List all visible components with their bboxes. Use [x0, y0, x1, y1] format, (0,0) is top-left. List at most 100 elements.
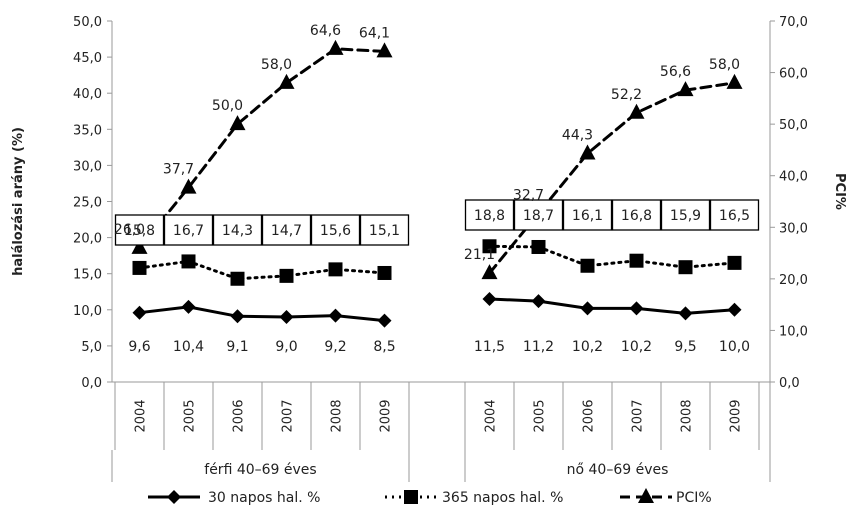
- category-tick-label: 2004: [134, 399, 149, 432]
- series-pci-line: [488, 81, 736, 275]
- data-label-365-napos: 18,8: [474, 208, 505, 224]
- series-pci-line: [138, 47, 386, 250]
- category-tick-label: 2006: [232, 399, 247, 432]
- series-365-napos-point: [230, 271, 245, 286]
- series-30-napos-point: [482, 291, 497, 306]
- series-30-napos-point: [328, 308, 343, 323]
- series-30-napos-point: [132, 305, 147, 320]
- category-tick-label: 2004: [484, 399, 499, 432]
- category-tick-label: 2008: [330, 399, 345, 432]
- category-tick-label: 2009: [379, 399, 394, 432]
- data-label-30-napos: 11,5: [474, 339, 505, 355]
- group-label: nő 40–69 éves: [567, 462, 669, 478]
- data-label-365-napos: 15,9: [670, 208, 701, 224]
- data-label-30-napos: 9,5: [674, 339, 696, 355]
- series-30-napos-point: [181, 299, 196, 314]
- data-label-30-napos: 10,2: [572, 339, 603, 355]
- left-tick-label: 40,0: [73, 87, 102, 102]
- series-pci-point: [677, 81, 694, 97]
- data-label-pci: 32,7: [513, 187, 544, 203]
- data-label-box: [513, 199, 564, 231]
- series-30-napos-point: [531, 294, 546, 309]
- legend-swatch-marker: [167, 490, 181, 504]
- series-365-napos-point: [328, 262, 343, 277]
- data-label-30-napos: 11,2: [523, 339, 554, 355]
- legend-label: PCI%: [676, 490, 712, 506]
- data-label-box: [464, 199, 515, 231]
- left-axis-title: halálozási arány (%): [11, 127, 26, 276]
- series-pci-point: [278, 73, 295, 89]
- data-label-30-napos: 9,2: [324, 339, 346, 355]
- data-label-pci: 50,0: [212, 98, 243, 114]
- data-label-box: [611, 199, 662, 231]
- data-label-pci: 64,1: [359, 25, 390, 41]
- data-label-box: [562, 199, 613, 231]
- legend-swatch-marker: [638, 488, 654, 503]
- data-label-30-napos: 10,0: [719, 339, 750, 355]
- series-365-napos-line: [488, 244, 736, 269]
- left-tick-label: 35,0: [73, 123, 102, 138]
- series-365-napos-point: [678, 260, 693, 275]
- series-30-napos-point: [727, 302, 742, 317]
- series-pci-point: [376, 42, 393, 58]
- left-tick-label: 20,0: [73, 232, 102, 247]
- category-tick-label: 2008: [680, 399, 695, 432]
- series-365-napos-point: [531, 239, 546, 254]
- series-365-napos-point: [181, 254, 196, 269]
- right-tick-label: 60,0: [779, 67, 808, 82]
- data-label-365-napos: 15,6: [320, 223, 351, 239]
- series-365-napos-point: [279, 268, 294, 283]
- series-365-napos-point: [629, 253, 644, 268]
- category-tick-label: 2006: [582, 399, 597, 432]
- series-365-napos-line: [138, 259, 386, 281]
- series-365-napos-point: [377, 265, 392, 280]
- data-label-box: [163, 214, 214, 246]
- series-30-napos-point: [279, 310, 294, 325]
- series-pci-point: [327, 39, 344, 55]
- data-label-pci: 58,0: [709, 57, 740, 73]
- series-30-napos-point: [678, 306, 693, 321]
- data-label-30-napos: 9,0: [275, 339, 297, 355]
- series-365-napos-point: [580, 258, 595, 273]
- data-label-pci: 37,7: [163, 162, 194, 178]
- left-tick-label: 25,0: [73, 196, 102, 211]
- right-tick-label: 50,0: [779, 118, 808, 133]
- data-label-box: [660, 199, 711, 231]
- left-tick-label: 50,0: [73, 15, 102, 30]
- left-tick-label: 45,0: [73, 51, 102, 66]
- data-label-30-napos: 9,6: [128, 339, 150, 355]
- data-label-365-napos: 14,7: [271, 223, 302, 239]
- data-label-365-napos: 18,7: [523, 208, 554, 224]
- series-365-napos-point: [482, 239, 497, 254]
- data-label-365-napos: 16,7: [173, 223, 204, 239]
- data-label-30-napos: 10,4: [173, 339, 204, 355]
- data-label-365-napos: 16,1: [572, 208, 603, 224]
- right-tick-label: 0,0: [779, 376, 800, 391]
- data-label-pci: 44,3: [562, 128, 593, 144]
- legend-label: 30 napos hal. %: [208, 490, 320, 506]
- data-label-pci: 52,2: [611, 87, 642, 103]
- category-tick-label: 2009: [729, 399, 744, 432]
- data-label-30-napos: 10,2: [621, 339, 652, 355]
- data-label-365-napos: 16,5: [719, 208, 750, 224]
- data-label-box: [114, 214, 165, 246]
- data-label-365-napos: 15,8: [124, 223, 155, 239]
- series-30-napos-point: [230, 309, 245, 324]
- series-30-napos-point: [377, 313, 392, 328]
- data-label-box: [709, 199, 760, 231]
- right-tick-label: 20,0: [779, 273, 808, 288]
- legend-swatch-marker: [404, 490, 418, 504]
- left-tick-label: 30,0: [73, 159, 102, 174]
- left-tick-label: 10,0: [73, 304, 102, 319]
- data-label-box: [310, 214, 361, 246]
- right-tick-label: 10,0: [779, 324, 808, 339]
- category-tick-label: 2005: [183, 399, 198, 432]
- series-pci-point: [628, 103, 645, 119]
- category-tick-label: 2005: [533, 399, 548, 432]
- series-30-napos-line: [138, 305, 386, 323]
- series-pci-point: [180, 178, 197, 194]
- data-label-pci: 21,1: [464, 247, 495, 263]
- data-label-box: [359, 214, 410, 246]
- right-tick-label: 70,0: [779, 15, 808, 30]
